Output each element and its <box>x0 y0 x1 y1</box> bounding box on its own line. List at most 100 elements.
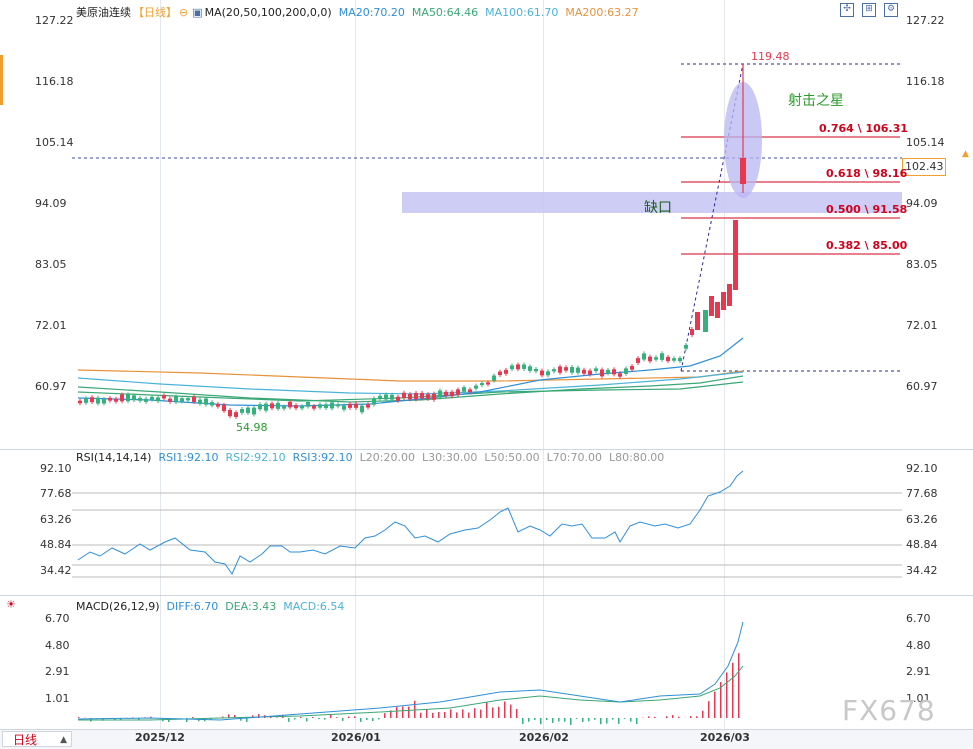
candle-body <box>606 370 610 374</box>
macd-chart[interactable] <box>0 596 973 731</box>
macd-bar <box>444 712 446 718</box>
y-tick-left: 127.22 <box>35 14 74 27</box>
diff-line <box>78 622 743 720</box>
candle-body <box>648 357 652 362</box>
rsi2-value: RSI2:92.10 <box>226 451 286 464</box>
candle-body <box>414 393 418 399</box>
macd-bars-group <box>78 653 740 725</box>
candle-body <box>372 398 376 404</box>
rsi1-value: RSI1:92.10 <box>158 451 218 464</box>
macd-bar <box>726 672 728 718</box>
candle-body <box>721 292 726 310</box>
candle-body <box>240 409 244 413</box>
macd-bar <box>342 718 344 721</box>
macd-bar <box>648 716 650 718</box>
macd-bar <box>414 701 416 718</box>
rsi-chart[interactable] <box>0 450 973 595</box>
macd-bar <box>504 702 506 718</box>
candle-body <box>282 407 286 409</box>
sun-icon[interactable]: ☀ <box>6 598 16 611</box>
price-chart[interactable] <box>0 0 973 450</box>
candle-body <box>294 405 298 408</box>
ma50-value: MA50:64.46 <box>412 6 478 19</box>
y-tick-left: 60.97 <box>35 380 67 393</box>
candle-body <box>733 220 738 290</box>
candle-body <box>594 368 598 371</box>
l50-value: L50:50.00 <box>484 451 539 464</box>
candle-body <box>444 392 448 396</box>
candle-body <box>222 405 226 411</box>
x-tick: 2026/01 <box>331 731 381 744</box>
ma200-line <box>78 370 743 381</box>
macd-bar <box>516 709 518 718</box>
candle-body <box>162 395 166 398</box>
candle-body <box>84 398 88 403</box>
macd-bar <box>300 717 302 718</box>
macd-bar <box>522 718 524 724</box>
macd-bar <box>636 718 638 724</box>
x-tick: 2025/12 <box>135 731 185 744</box>
indicator-icon[interactable]: ▣ <box>192 6 202 19</box>
candle-body <box>570 367 574 373</box>
candle-body <box>114 399 118 402</box>
candle-body <box>324 404 328 408</box>
macd-bar <box>384 713 386 718</box>
candle-body <box>450 392 454 397</box>
tab-arrow-icon[interactable]: ▲ <box>60 732 67 748</box>
ma100-value: MA100:61.70 <box>485 6 558 19</box>
zoom-icon[interactable]: ✣ <box>840 3 854 17</box>
macd-tick-right: 2.91 <box>906 665 931 678</box>
candle-body <box>690 329 694 335</box>
l20-value: L20:20.00 <box>360 451 415 464</box>
candle-body <box>528 366 532 371</box>
macd-bar <box>372 718 374 721</box>
macd-bar <box>624 718 626 719</box>
candle-body <box>336 404 340 406</box>
y-tick-left: 116.18 <box>35 75 74 88</box>
macd-bar <box>324 718 326 720</box>
settings-small-icon[interactable]: ⊖ <box>179 6 188 19</box>
candle-body <box>126 394 130 401</box>
rsi-tick-left: 63.26 <box>40 513 72 526</box>
candle-body <box>438 391 442 398</box>
macd-bar <box>732 663 734 718</box>
macd-label: MACD(26,12,9) <box>76 600 160 613</box>
candle-body <box>588 371 592 375</box>
macd-bar <box>192 717 194 718</box>
fib-label-0618: 0.618 \ 98.16 <box>826 167 907 180</box>
candle-body <box>96 398 100 404</box>
period-tab-label: 日线 <box>13 733 37 747</box>
macd-bar <box>288 718 290 722</box>
rsi-tick-right: 63.26 <box>906 513 938 526</box>
period-label[interactable]: 【日线】 <box>133 6 177 19</box>
macd-value: MACD:6.54 <box>283 600 344 613</box>
candle-body <box>468 389 472 392</box>
candle-body <box>306 402 310 407</box>
settings-icon[interactable]: ⚙ <box>884 3 898 17</box>
main-legend: 美原油连续【日线】⊖▣MA(20,50,100,200,0,0)MA20:70.… <box>76 4 646 20</box>
rsi-tick-right: 34.42 <box>906 564 938 577</box>
macd-bar <box>498 707 500 718</box>
macd-bar <box>312 717 314 718</box>
macd-bar <box>318 718 320 719</box>
candle-body <box>300 406 304 408</box>
macd-bar <box>306 718 308 721</box>
macd-bar <box>468 713 470 718</box>
candle-body <box>462 387 466 391</box>
macd-tick-left: 1.01 <box>45 692 70 705</box>
rsi3-value: RSI3:92.10 <box>293 451 353 464</box>
high-label: 119.48 <box>751 50 790 63</box>
candle-body <box>78 401 82 404</box>
gap-label: 缺口 <box>644 197 672 217</box>
candle-body <box>384 395 388 400</box>
candle-body <box>102 399 106 403</box>
y-tick-right: 105.14 <box>906 136 945 149</box>
y-tick-right: 72.01 <box>906 319 938 332</box>
macd-bar <box>462 709 464 718</box>
last-candle-body <box>740 158 746 184</box>
expand-icon[interactable]: ⊞ <box>862 3 876 17</box>
macd-bar <box>78 717 80 718</box>
period-tab[interactable]: 日线 ▲ <box>2 731 72 747</box>
candle-body <box>516 364 520 369</box>
macd-bar <box>438 712 440 718</box>
